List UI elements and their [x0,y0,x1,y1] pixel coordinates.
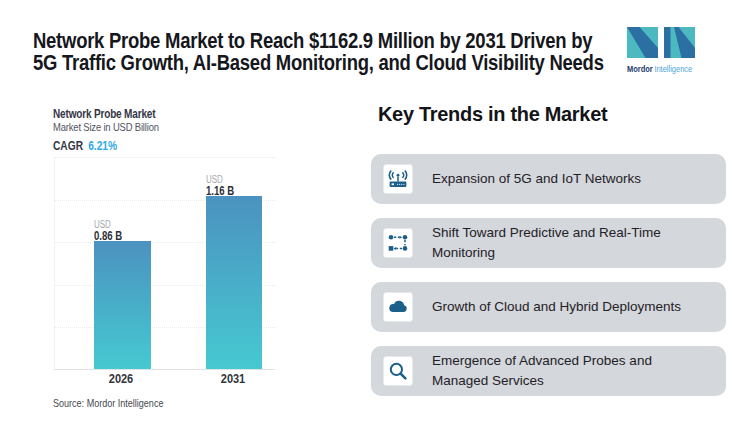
trend-card-cloud-hybrid: Growth of Cloud and Hybrid Deployments [371,282,726,332]
magnifier-icon [383,356,413,386]
x-axis-label-2031: 2031 [207,372,260,386]
title-line-1: Network Probe Market to Reach $1162.9 Mi… [33,30,604,52]
trend-card-advanced-probes: Emergence of Advanced Probes and Managed… [371,346,726,396]
gridline [55,157,275,158]
x-axis-label-2026: 2026 [95,372,148,386]
trend-card-predictive-monitoring: Shift Toward Predictive and Real-Time Mo… [371,218,726,268]
trend-cards: Expansion of 5G and IoT Networks Shift T… [371,154,726,410]
title-line-2: 5G Traffic Growth, AI-Based Monitoring, … [33,52,604,74]
trend-label: Shift Toward Predictive and Real-Time Mo… [432,223,661,263]
trend-card-5g-iot: Expansion of 5G and IoT Networks [371,154,726,204]
bar-value-label-2026: USD 0.86 B [94,219,122,244]
cagr: CAGR 6.21% [53,139,117,153]
trend-label: Expansion of 5G and IoT Networks [432,169,641,189]
workflow-icon [383,228,413,258]
router-icon [383,164,413,194]
key-trends-heading: Key Trends in the Market [378,102,607,126]
page-title: Network Probe Market to Reach $1162.9 Mi… [33,30,712,74]
logo-mark-icon [627,27,695,58]
bar-2026 [94,241,151,369]
bar-chart-plot: USD 0.86 B USD 1.16 B [54,157,275,370]
cagr-label: CAGR [53,139,83,153]
cloud-icon [383,292,413,322]
chart-title: Network Probe Market [53,107,155,121]
infographic: Network Probe Market to Reach $1162.9 Mi… [0,0,750,429]
mordor-intelligence-logo: MordorIntelligence [627,27,707,74]
bar-2031 [206,196,262,369]
trend-label: Emergence of Advanced Probes and Managed… [432,351,652,391]
logo-wordmark: MordorIntelligence [627,64,693,74]
bar-value-label-2031: USD 1.16 B [206,174,234,199]
chart-subtitle: Market Size in USD Billion [53,121,159,133]
source-note: Source: Mordor Intelligence [53,397,163,409]
trend-label: Growth of Cloud and Hybrid Deployments [432,297,681,317]
cagr-value: 6.21% [88,139,117,153]
